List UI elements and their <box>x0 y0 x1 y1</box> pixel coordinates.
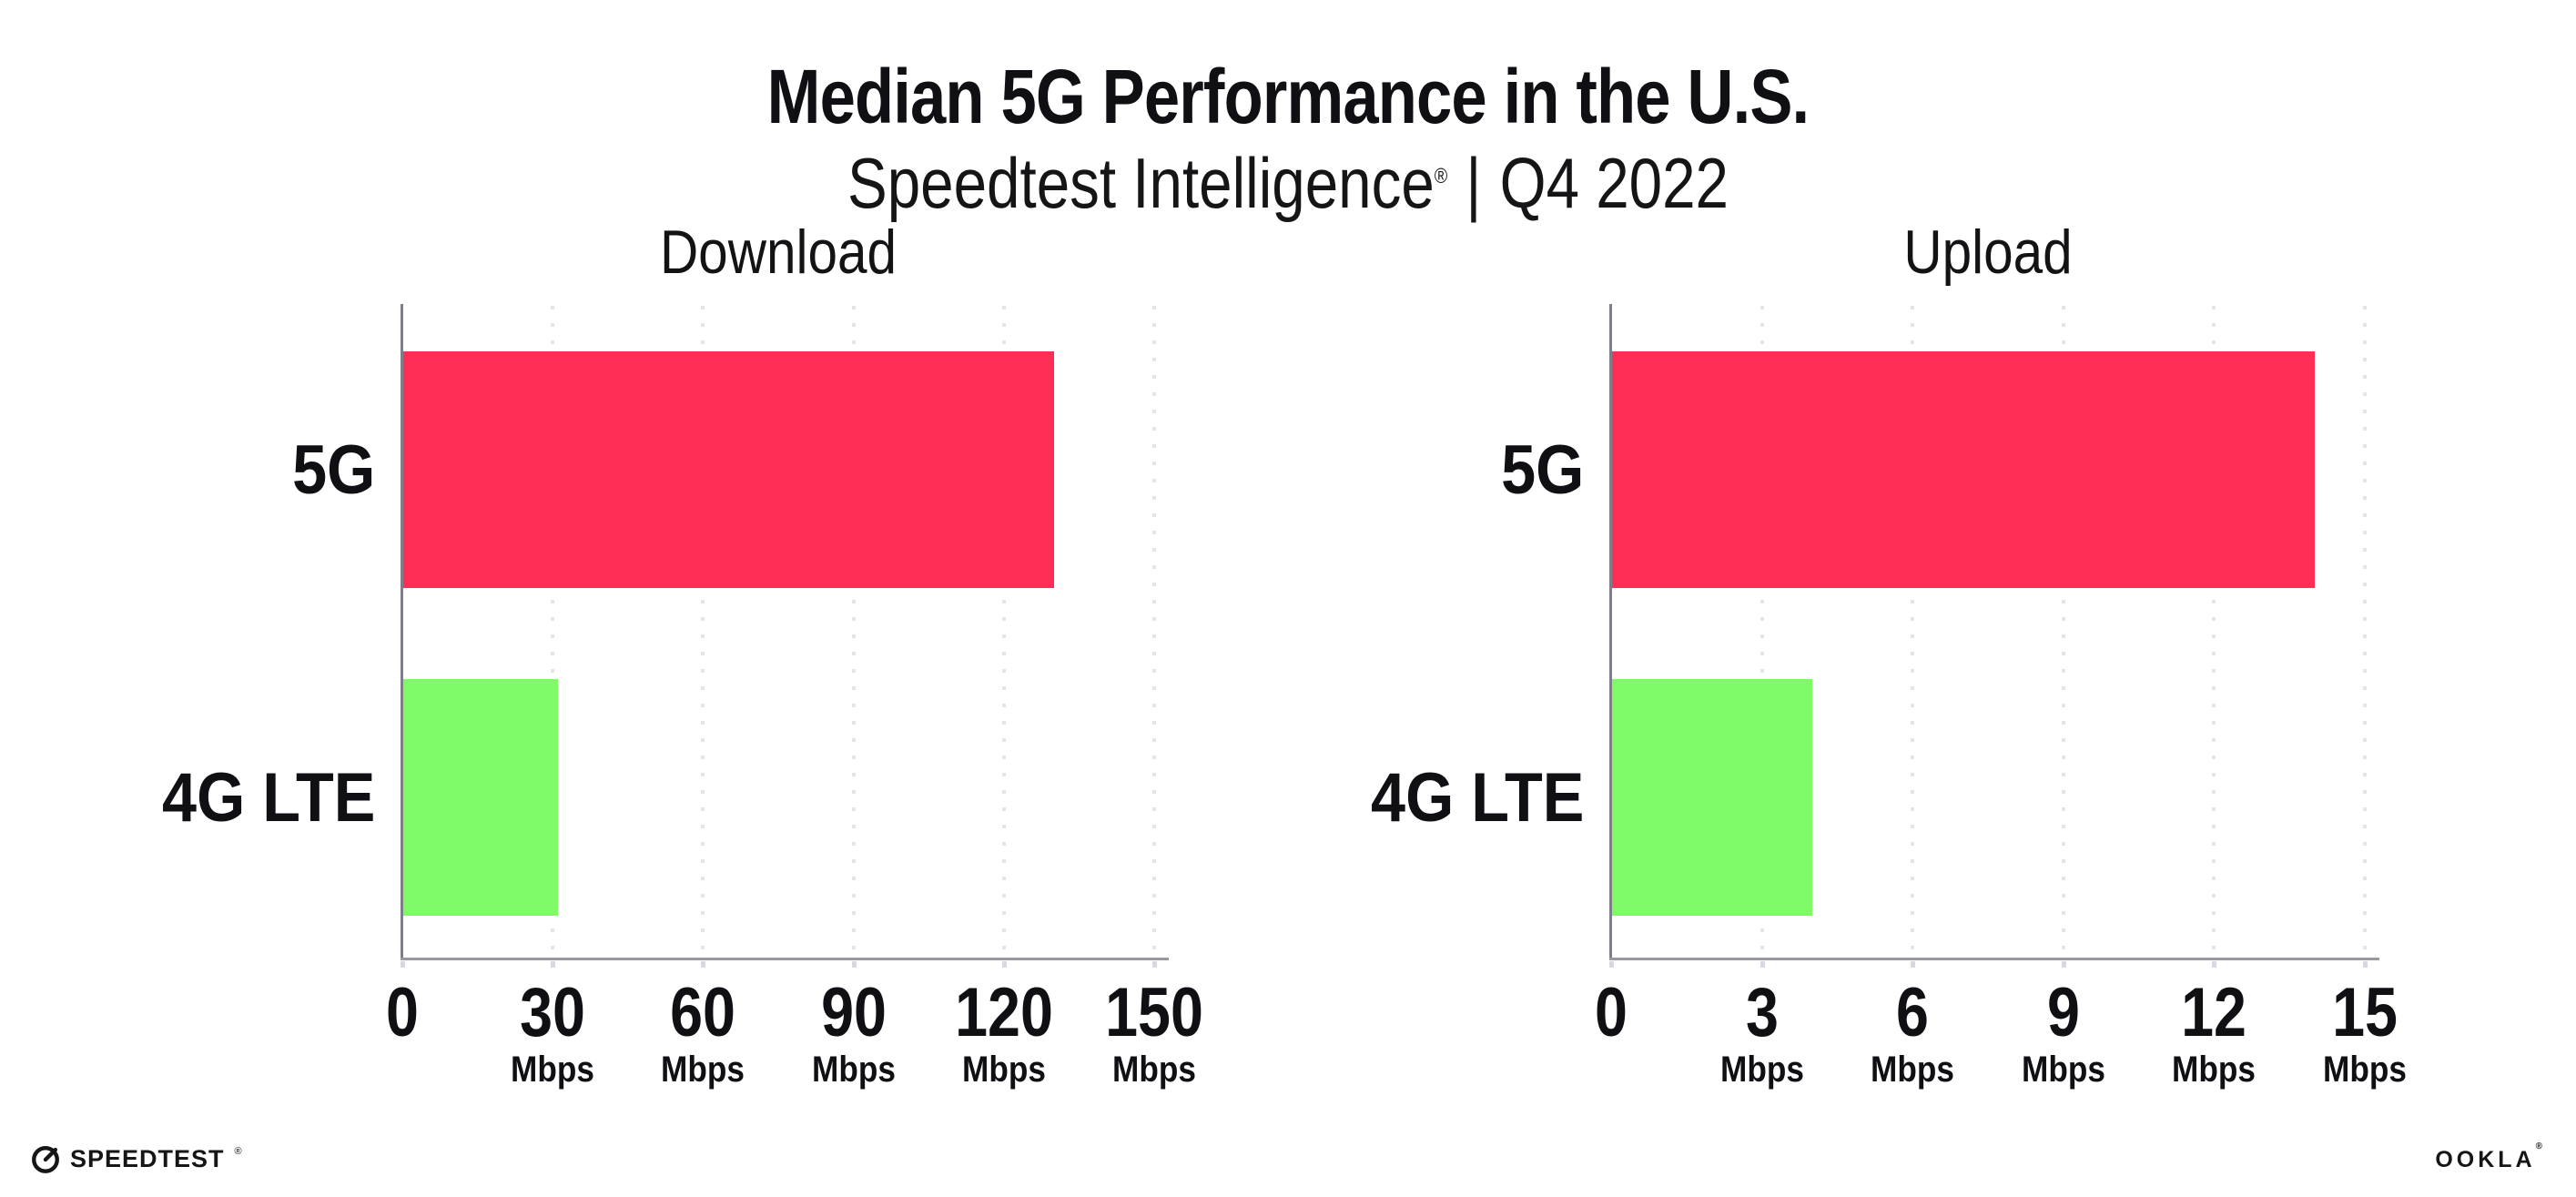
tick-mark-30 <box>551 961 556 968</box>
speedtest-wordmark: SPEEDTEST <box>70 1144 225 1172</box>
y-axis-line <box>401 304 403 959</box>
gridline-120 <box>1001 306 1006 959</box>
ookla-registered-mark: ® <box>2535 1141 2542 1151</box>
download-chart-plot: 0 30 Mbps 60 Mbps 90 Mbps 120 Mbps 150 Mbps 5G 4G LT… <box>162 304 1203 1088</box>
tick-unit-label: Mbps <box>1112 1050 1196 1090</box>
bar-5g <box>1611 351 2315 588</box>
speedtest-logo: SPEEDTEST ® <box>30 1143 242 1174</box>
tick-unit-label: Mbps <box>1871 1050 1955 1090</box>
tick-label-0: 0 <box>1595 974 1628 1051</box>
category-label-4g-lte: 4G LTE <box>1370 758 1584 837</box>
chart-title-upload: Upload <box>1903 218 2073 287</box>
tick-mark-0 <box>401 961 405 968</box>
tick-label-60: 60 <box>670 974 736 1051</box>
speedtest-registered-mark: ® <box>234 1146 242 1157</box>
tick-label-15: 15 <box>2332 974 2398 1051</box>
ookla-wordmark: OOKLA <box>2435 1147 2536 1172</box>
bar-4g-lte <box>402 679 558 916</box>
gridline-12 <box>2212 306 2216 959</box>
upload-chart-plot: 0 3 Mbps 6 Mbps 9 Mbps 12 Mbps 15 Mbps 5G 4G LTE <box>1371 304 2407 1088</box>
tick-mark-12 <box>2212 961 2217 968</box>
gridline-60 <box>701 306 705 959</box>
tick-unit-label: Mbps <box>811 1050 896 1090</box>
page-title: Median 5G Performance in the U.S. <box>766 54 1810 140</box>
tick-mark-120 <box>1001 961 1007 968</box>
tick-mark-90 <box>851 961 857 968</box>
tick-unit-label: Mbps <box>511 1050 595 1090</box>
tick-mark-9 <box>2061 961 2066 968</box>
gridline-30 <box>551 306 555 959</box>
tick-mark-0 <box>1609 961 1614 968</box>
tick-mark-15 <box>2363 961 2368 968</box>
tick-unit-label: Mbps <box>2172 1050 2257 1090</box>
tick-mark-60 <box>701 961 706 968</box>
tick-label-9: 9 <box>2046 974 2080 1051</box>
gridline-9 <box>2061 306 2065 959</box>
tick-label-0: 0 <box>386 974 419 1051</box>
y-axis-line <box>1609 304 1612 959</box>
tick-unit-label: Mbps <box>1719 1050 1804 1090</box>
gridline-90 <box>851 306 856 959</box>
tick-unit-label: Mbps <box>2323 1050 2407 1090</box>
x-axis-line <box>401 958 1169 960</box>
category-label-5g: 5G <box>1500 431 1584 509</box>
gridline-15 <box>2363 306 2367 959</box>
gridline-6 <box>1911 306 1915 959</box>
tick-label-3: 3 <box>1745 974 1779 1051</box>
gridline-3 <box>1760 306 1764 959</box>
gridline-150 <box>1152 306 1156 959</box>
speedtest-gauge-icon <box>32 1146 59 1173</box>
tick-mark-3 <box>1760 961 1765 968</box>
tick-label-12: 12 <box>2181 974 2247 1051</box>
registered-mark: ® <box>1434 163 1448 188</box>
tick-mark-6 <box>1911 961 1916 968</box>
bar-4g-lte <box>1611 679 1812 916</box>
tick-label-6: 6 <box>1896 974 1930 1051</box>
category-label-4g-lte: 4G LTE <box>161 758 375 837</box>
category-label-5g: 5G <box>291 431 375 509</box>
chart-title-download: Download <box>659 218 898 287</box>
tick-label-150: 150 <box>1105 974 1203 1051</box>
ookla-logo: OOKLA® <box>2435 1141 2542 1173</box>
tick-unit-label: Mbps <box>2021 1050 2105 1090</box>
tick-mark-150 <box>1152 961 1157 968</box>
tick-unit-label: Mbps <box>961 1050 1046 1090</box>
tick-label-120: 120 <box>954 974 1053 1051</box>
x-axis-line <box>1609 958 2379 960</box>
tick-unit-label: Mbps <box>661 1050 745 1090</box>
bar-5g <box>402 351 1054 588</box>
subtitle-period: Q4 2022 <box>1499 142 1729 223</box>
subtitle-separator: | <box>1465 142 1482 223</box>
tick-label-90: 90 <box>820 974 887 1051</box>
tick-label-30: 30 <box>520 974 586 1051</box>
page-subtitle: Speedtest Intelligence® | Q4 2022 <box>206 142 2369 223</box>
subtitle-brand: Speedtest Intelligence <box>847 142 1435 223</box>
